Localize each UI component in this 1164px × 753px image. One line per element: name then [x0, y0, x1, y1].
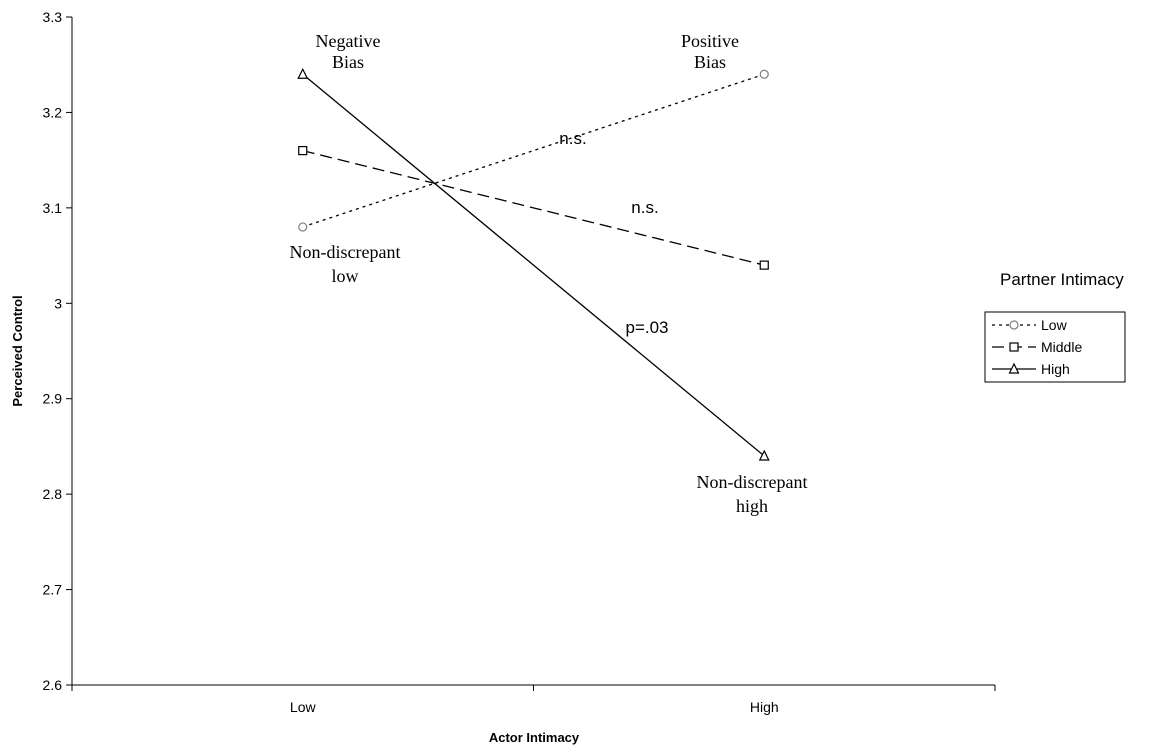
annotation-nondiscrepant-low-line1: Non-discrepant [290, 242, 401, 262]
data-point-high-low [297, 67, 309, 79]
y-axis-ticks: 2.6 2.7 2.8 2.9 3 3.1 3.2 3.3 [43, 9, 72, 693]
y-tick-label: 2.7 [43, 582, 63, 598]
y-tick-label: 3.3 [43, 9, 63, 25]
series-line-high [302, 73, 765, 457]
y-tick-label: 2.9 [43, 391, 63, 407]
annotation-negative-bias-line2: Bias [332, 52, 364, 72]
legend-label-high: High [1041, 361, 1070, 377]
annotations: Negative Bias Positive Bias Non-discrepa… [290, 31, 808, 516]
x-axis-ticks: Low High [71, 685, 996, 715]
y-tick-label: 2.8 [43, 486, 63, 502]
annotation-positive-bias-line1: Positive [681, 31, 739, 51]
annotation-nondiscrepant-high-line2: high [736, 496, 768, 516]
legend-marker-high [1008, 362, 1020, 374]
y-tick-label: 2.6 [43, 677, 63, 693]
series-line-low [302, 73, 765, 228]
legend-marker-low [1009, 320, 1019, 330]
data-point-high-high [758, 449, 770, 461]
x-tick-label: High [750, 699, 779, 715]
data-point-low-high [759, 69, 769, 79]
legend-label-middle: Middle [1041, 339, 1082, 355]
y-tick-label: 3 [54, 295, 62, 311]
y-tick-label: 3.2 [43, 104, 63, 120]
series-line-middle [302, 149, 765, 266]
y-tick-label: 3.1 [43, 200, 63, 216]
annotation-nondiscrepant-low-line2: low [332, 266, 359, 286]
data-point-low-low [298, 222, 308, 232]
annotation-positive-bias-line2: Bias [694, 52, 726, 72]
legend-box [984, 311, 1126, 383]
annotation-p-high: p=.03 [625, 318, 668, 337]
annotation-negative-bias-line1: Negative [316, 31, 381, 51]
annotation-ns-low: n.s. [559, 129, 586, 148]
annotation-ns-middle: n.s. [631, 198, 658, 217]
legend: Partner Intimacy Low Middle High [984, 270, 1126, 383]
x-tick-label: Low [290, 699, 317, 715]
legend-label-low: Low [1041, 317, 1068, 333]
x-axis-title: Actor Intimacy [489, 730, 580, 745]
data-point-middle-low [298, 146, 308, 156]
y-axis-title: Perceived Control [10, 295, 25, 406]
plot-area [71, 17, 995, 686]
legend-title: Partner Intimacy [1000, 270, 1124, 289]
series-layer [297, 67, 770, 461]
legend-items: Low Middle High [992, 317, 1082, 377]
legend-marker-middle [1009, 342, 1019, 352]
annotation-nondiscrepant-high-line1: Non-discrepant [697, 472, 808, 492]
data-point-middle-high [759, 260, 769, 270]
